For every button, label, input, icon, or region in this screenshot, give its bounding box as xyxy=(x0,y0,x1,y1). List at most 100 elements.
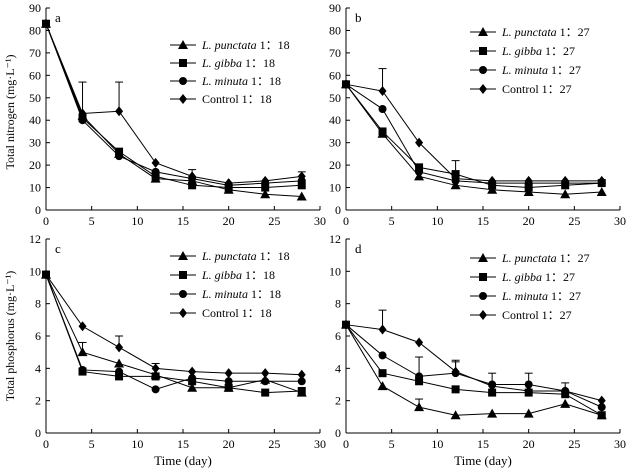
data-point xyxy=(151,385,160,394)
legend-label: L. punctata 1：18 xyxy=(201,38,290,52)
series-diamond xyxy=(42,269,306,380)
legend-label: L. minuta 1：27 xyxy=(501,63,581,77)
series-line xyxy=(345,83,602,184)
data-point xyxy=(115,106,124,117)
data-point xyxy=(188,181,197,190)
data-point xyxy=(524,380,533,389)
data-point xyxy=(378,105,387,113)
series-line xyxy=(45,23,302,186)
x-tick-label: 30 xyxy=(314,214,326,228)
data-point xyxy=(224,377,233,386)
y-tick-label: 10 xyxy=(29,264,41,278)
series-line xyxy=(345,324,602,416)
data-point xyxy=(415,167,424,176)
legend-marker xyxy=(179,59,187,67)
y-tick-label: 60 xyxy=(29,68,41,82)
y-tick-label: 2 xyxy=(335,394,341,408)
series-line xyxy=(45,274,302,376)
x-tick-label: 15 xyxy=(477,437,489,451)
x-tick-label: 30 xyxy=(614,214,626,228)
x-tick-label: 30 xyxy=(614,437,626,451)
data-point xyxy=(261,368,270,379)
data-point xyxy=(188,374,197,383)
y-axis-label: Total nitrogen (mg·L⁻¹) xyxy=(3,54,17,169)
legend-marker xyxy=(479,84,487,94)
y-tick-label: 4 xyxy=(335,361,341,375)
y-tick-label: 10 xyxy=(329,264,341,278)
data-point xyxy=(296,191,307,201)
series-line xyxy=(345,84,602,195)
y-tick-label: 40 xyxy=(29,113,41,127)
data-point xyxy=(451,173,460,184)
y-tick-label: 2 xyxy=(35,394,41,408)
data-point xyxy=(297,369,306,380)
y-tick-label: 6 xyxy=(35,329,41,343)
legend-label: L. minuta 1：18 xyxy=(201,287,281,301)
data-point xyxy=(488,388,497,397)
panel-c: 0 2 4 6 8 10 12 0 5 10 15 20 25 30 c Total phosphorus (… xyxy=(3,232,326,468)
data-point xyxy=(451,385,460,394)
series-line xyxy=(345,324,602,402)
legend-label: L. gibba 1：27 xyxy=(501,270,575,284)
data-point xyxy=(597,403,606,412)
data-point xyxy=(115,342,124,353)
data-point xyxy=(561,385,570,396)
y-tick-label: 30 xyxy=(329,136,341,150)
y-tick-label: 0 xyxy=(335,426,341,440)
legend: L. punctata 1：27 L. gibba 1：27 L. minuta 1… xyxy=(470,251,590,322)
data-point xyxy=(597,395,606,406)
data-point xyxy=(560,398,571,408)
y-tick-label: 12 xyxy=(329,232,341,246)
data-point xyxy=(415,137,424,148)
legend: L. punctata 1：27 L. gibba 1：27 L. minuta 1… xyxy=(470,25,590,96)
series-line xyxy=(45,23,302,198)
y-tick-label: 40 xyxy=(329,113,341,127)
data-point xyxy=(297,386,306,395)
x-axis-label: Time (day) xyxy=(454,453,512,468)
legend-label: Control 1：27 xyxy=(502,82,572,96)
x-axis-label: Time (day) xyxy=(154,453,212,468)
y-tick-label: 6 xyxy=(335,329,341,343)
panel-letter: b xyxy=(355,10,362,25)
legend-marker xyxy=(478,27,488,36)
data-point xyxy=(297,171,306,182)
data-point xyxy=(523,408,534,418)
data-point xyxy=(378,324,387,335)
data-point xyxy=(224,368,233,379)
data-point xyxy=(414,402,425,412)
data-point xyxy=(524,175,533,186)
y-tick-label: 8 xyxy=(35,297,41,311)
legend-label: L. gibba 1：27 xyxy=(501,44,575,58)
data-point xyxy=(77,347,88,357)
data-point xyxy=(487,408,498,418)
legend-marker xyxy=(178,251,188,260)
data-point xyxy=(297,181,306,190)
data-point xyxy=(261,183,270,192)
legend-label: L. gibba 1：18 xyxy=(201,56,275,70)
x-tick-label: 15 xyxy=(477,214,489,228)
x-tick-label: 20 xyxy=(223,437,235,451)
series-line xyxy=(345,83,602,182)
y-tick-label: 60 xyxy=(329,68,341,82)
panel-b: 0 10 20 30 40 50 60 70 80 90 0 5 10 15 20 25 30 b L. punct… xyxy=(329,1,626,228)
panel-letter: c xyxy=(55,241,61,256)
data-point xyxy=(342,79,350,90)
legend-marker xyxy=(479,292,487,300)
data-point xyxy=(78,108,87,119)
data-point xyxy=(115,147,124,156)
legend-label: L. punctata 1：27 xyxy=(501,25,590,39)
x-tick-label: 5 xyxy=(89,214,95,228)
x-tick-label: 15 xyxy=(177,437,189,451)
legend-marker xyxy=(179,271,187,279)
series-diamond xyxy=(342,309,606,406)
y-tick-label: 50 xyxy=(329,91,341,105)
data-point xyxy=(524,183,533,192)
y-tick-label: 10 xyxy=(329,181,341,195)
series-line xyxy=(45,23,302,189)
panel-letter: d xyxy=(355,241,362,256)
x-tick-label: 5 xyxy=(389,214,395,228)
legend-label: L. minuta 1：18 xyxy=(201,74,281,88)
series-line xyxy=(45,23,302,184)
data-point xyxy=(151,372,160,381)
y-tick-label: 80 xyxy=(29,23,41,37)
